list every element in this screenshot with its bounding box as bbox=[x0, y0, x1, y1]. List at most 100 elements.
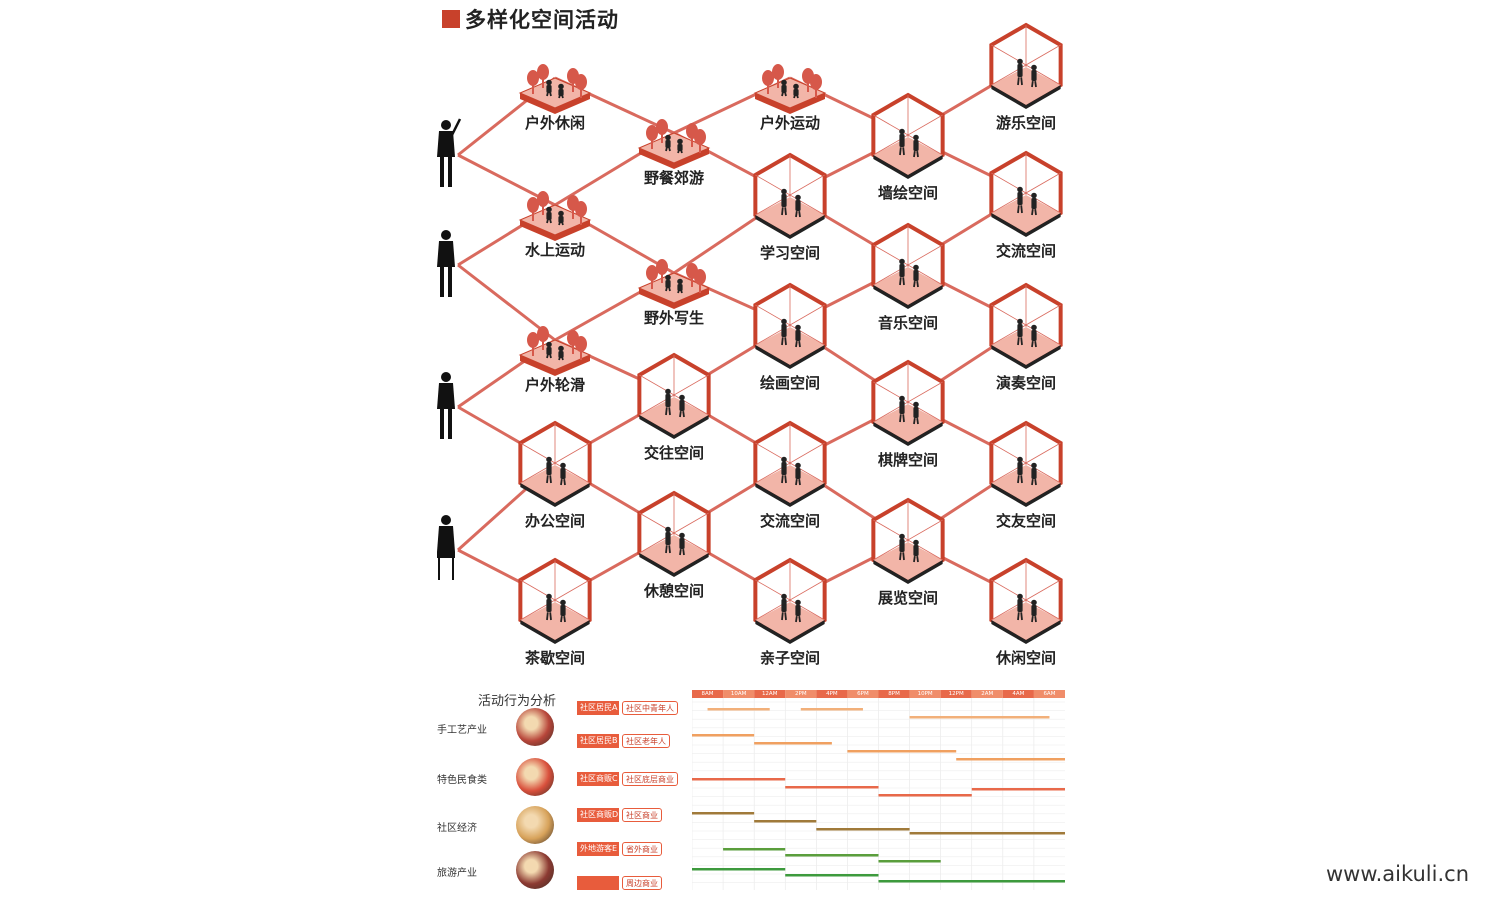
time-header-label: 10PM bbox=[917, 691, 933, 697]
time-header-label: 2PM bbox=[795, 691, 807, 697]
activity-bar bbox=[800, 708, 863, 711]
time-header-label: 12PM bbox=[948, 691, 964, 697]
group-main-tag: 社区商贩C bbox=[577, 772, 619, 786]
group-sub-tag: 社区中青年人 bbox=[622, 701, 678, 715]
node-performance bbox=[989, 282, 1063, 369]
node-outdoor-sketch bbox=[637, 259, 711, 309]
person-pointing-icon bbox=[437, 118, 462, 187]
activity-bar bbox=[878, 880, 1065, 883]
activity-bar bbox=[692, 812, 755, 815]
group-main-tag: 社区居民B bbox=[577, 734, 619, 748]
time-header-cell bbox=[754, 690, 786, 698]
time-header-cell bbox=[909, 690, 941, 698]
activity-bar bbox=[692, 778, 786, 781]
activity-bar bbox=[909, 716, 1050, 719]
group-sub-tag: 社区商业 bbox=[622, 808, 662, 822]
watermark: www.aikuli.cn bbox=[1326, 862, 1470, 886]
industry-label: 手工艺产业 bbox=[437, 725, 487, 736]
node-exchange-1 bbox=[989, 150, 1063, 237]
node-rest bbox=[637, 490, 711, 577]
time-header-cell bbox=[692, 690, 724, 698]
group-main-tag: 外地游客E bbox=[577, 842, 619, 856]
node-exchange-2 bbox=[753, 420, 827, 507]
time-header-cell bbox=[878, 690, 910, 698]
node-outdoor-leisure bbox=[518, 64, 592, 114]
industry-photo bbox=[516, 708, 554, 746]
node-label: 墙绘空间 bbox=[877, 184, 939, 202]
group-main-tag: 社区商贩D bbox=[577, 808, 619, 822]
activity-bar bbox=[909, 832, 1065, 835]
node-picnic bbox=[637, 119, 711, 169]
node-water-sports bbox=[518, 191, 592, 241]
page-title: 多样化空间活动 bbox=[442, 4, 619, 34]
node-office bbox=[518, 420, 592, 507]
node-parent-child bbox=[753, 557, 827, 644]
node-label: 办公空间 bbox=[524, 512, 586, 530]
node-label: 学习空间 bbox=[759, 244, 821, 262]
person-slim-icon bbox=[437, 372, 455, 439]
activity-bar bbox=[816, 828, 910, 831]
activity-bar bbox=[754, 742, 832, 745]
group-sub-tag: 社区老年人 bbox=[622, 734, 670, 748]
node-friends bbox=[989, 420, 1063, 507]
node-skating bbox=[518, 326, 592, 376]
node-label: 展览空间 bbox=[877, 589, 939, 607]
node-label: 户外运动 bbox=[759, 114, 821, 132]
node-label: 休憩空间 bbox=[643, 582, 705, 600]
time-header-label: 12AM bbox=[761, 691, 778, 697]
group-sub-tag: 社区底层商业 bbox=[622, 772, 678, 786]
node-social bbox=[637, 352, 711, 439]
time-header-cell bbox=[971, 690, 1003, 698]
node-exhibition bbox=[871, 497, 945, 584]
industry-label: 特色民食类 bbox=[437, 775, 487, 786]
group-sub-tag: 省外商业 bbox=[622, 842, 662, 856]
time-header-cell bbox=[1033, 690, 1065, 698]
activity-bar bbox=[754, 820, 817, 823]
node-label: 音乐空间 bbox=[877, 314, 939, 332]
node-study bbox=[753, 152, 827, 239]
time-header-label: 8AM bbox=[701, 691, 714, 697]
time-header-cell bbox=[847, 690, 879, 698]
connection-line bbox=[457, 263, 556, 342]
node-label: 野外写生 bbox=[643, 309, 705, 327]
time-header-label: 4AM bbox=[1012, 691, 1025, 697]
time-header-cell bbox=[816, 690, 848, 698]
group-sub-tag: 周边商业 bbox=[622, 876, 662, 890]
industry-label: 社区经济 bbox=[437, 823, 477, 834]
time-header-label: 2AM bbox=[981, 691, 994, 697]
node-label: 户外休闲 bbox=[524, 114, 586, 132]
group-main-tag: 社区居民A bbox=[577, 701, 619, 715]
industry-photo bbox=[516, 851, 554, 889]
node-outdoor-sports bbox=[753, 64, 827, 114]
node-music bbox=[871, 222, 945, 309]
analysis-title: 活动行为分析 bbox=[478, 694, 557, 709]
node-label: 演奏空间 bbox=[995, 374, 1057, 392]
node-label: 绘画空间 bbox=[759, 374, 821, 392]
group-main-tag bbox=[577, 876, 619, 890]
node-label: 交流空间 bbox=[759, 512, 821, 530]
time-header-label: 8PM bbox=[888, 691, 900, 697]
activity-bar bbox=[692, 734, 755, 737]
node-label: 茶歇空间 bbox=[524, 649, 586, 667]
activity-bar bbox=[723, 848, 786, 851]
node-label: 交往空间 bbox=[643, 444, 705, 462]
node-label: 游乐空间 bbox=[995, 114, 1057, 132]
activity-bar bbox=[707, 708, 770, 711]
activity-bar bbox=[971, 788, 1065, 791]
activity-bar bbox=[956, 758, 1065, 761]
activity-bar bbox=[785, 854, 879, 857]
person-seated-icon bbox=[437, 515, 455, 580]
node-chess bbox=[871, 359, 945, 446]
activity-bar bbox=[878, 794, 972, 797]
time-header-label: 6AM bbox=[1043, 691, 1056, 697]
node-label: 交友空间 bbox=[995, 512, 1057, 530]
industry-photo bbox=[516, 758, 554, 796]
node-label: 棋牌空间 bbox=[877, 451, 939, 469]
time-header-cell bbox=[940, 690, 972, 698]
title-marker bbox=[442, 10, 460, 28]
time-header-cell bbox=[723, 690, 755, 698]
node-amusement bbox=[989, 22, 1063, 109]
node-label: 水上运动 bbox=[524, 241, 586, 259]
node-label: 户外轮滑 bbox=[524, 376, 586, 394]
industry-label: 旅游产业 bbox=[437, 868, 477, 879]
